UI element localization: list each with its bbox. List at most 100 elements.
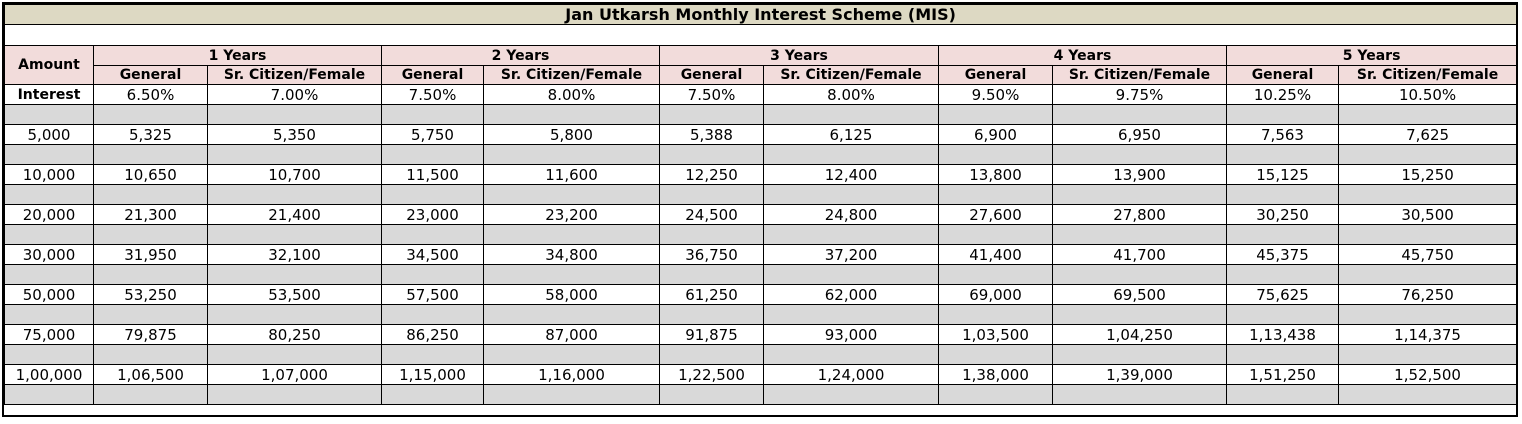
spacer-cell <box>763 224 939 245</box>
year-header: 5 Years <box>1225 45 1518 66</box>
category-header-row: General Sr. Citizen/Female General Sr. Citi… <box>5 65 1518 85</box>
maturity-value-cell: 10,650 <box>93 164 208 185</box>
maturity-value-cell: 6,950 <box>1052 124 1227 145</box>
maturity-value-cell: 45,750 <box>1337 244 1518 265</box>
spacer-cell <box>938 184 1053 205</box>
spacer-cell <box>4 384 94 405</box>
maturity-value-cell: 27,800 <box>1052 204 1227 225</box>
spacer-cell <box>938 224 1053 245</box>
spacer-cell <box>381 384 484 405</box>
maturity-value-cell: 15,250 <box>1337 164 1518 185</box>
spacer-row <box>4 384 1518 405</box>
spacer-cell <box>659 144 764 165</box>
maturity-value-cell: 75,625 <box>1226 284 1339 305</box>
senior-header: Sr. Citizen/Female <box>763 65 939 85</box>
maturity-value-cell: 41,700 <box>1052 244 1227 265</box>
spacer-cell <box>763 264 939 285</box>
maturity-value-cell: 24,800 <box>763 204 939 225</box>
interest-rate-cell: 10.25% <box>1226 84 1339 105</box>
maturity-value-cell: 10,700 <box>207 164 382 185</box>
interest-rate-cell: 6.50% <box>93 84 208 105</box>
interest-rate-cell: 7.50% <box>381 84 484 105</box>
spacer-cell <box>1337 304 1518 325</box>
spacer-cell <box>1052 304 1227 325</box>
year-header: 4 Years <box>938 45 1227 66</box>
senior-header: Sr. Citizen/Female <box>1337 65 1518 85</box>
maturity-value-cell: 1,22,500 <box>659 364 764 385</box>
spacer-cell <box>483 264 660 285</box>
maturity-value-cell: 1,39,000 <box>1052 364 1227 385</box>
spacer-cell <box>763 104 939 125</box>
spacer-cell <box>659 384 764 405</box>
spacer-cell <box>763 304 939 325</box>
amount-cell: 30,000 <box>4 244 94 265</box>
senior-header: Sr. Citizen/Female <box>483 65 660 85</box>
mis-table-frame: Jan Utkarsh Monthly Interest Scheme (MIS… <box>2 2 1518 417</box>
spacer-row <box>4 184 1518 205</box>
spacer-row <box>4 264 1518 285</box>
maturity-value-cell: 1,15,000 <box>381 364 484 385</box>
maturity-value-cell: 23,200 <box>483 204 660 225</box>
spacer-cell <box>4 184 94 205</box>
maturity-value-cell: 57,500 <box>381 284 484 305</box>
spacer-cell <box>207 304 382 325</box>
interest-rate-cell: 9.75% <box>1052 84 1227 105</box>
maturity-value-cell: 62,000 <box>763 284 939 305</box>
year-header: 2 Years <box>381 45 660 66</box>
maturity-value-cell: 69,000 <box>938 284 1053 305</box>
spacer-cell <box>659 344 764 365</box>
spacer-cell <box>938 344 1053 365</box>
spacer-cell <box>381 144 484 165</box>
spacer-row <box>4 144 1518 165</box>
spacer-cell <box>483 384 660 405</box>
maturity-value-cell: 80,250 <box>207 324 382 345</box>
maturity-value-cell: 1,13,438 <box>1226 324 1339 345</box>
maturity-value-cell: 1,03,500 <box>938 324 1053 345</box>
spacer-cell <box>1337 144 1518 165</box>
year-header: 3 Years <box>659 45 939 66</box>
maturity-value-cell: 53,250 <box>93 284 208 305</box>
spacer-cell <box>483 304 660 325</box>
maturity-value-cell: 5,750 <box>381 124 484 145</box>
spacer-cell <box>1052 184 1227 205</box>
spacer-cell <box>1052 144 1227 165</box>
table-row: 75,000 79,875 80,250 86,250 87,000 91,875 93,0… <box>4 324 1518 345</box>
amount-cell: 50,000 <box>4 284 94 305</box>
spacer-cell <box>381 184 484 205</box>
interest-rate-cell: 10.50% <box>1337 84 1518 105</box>
maturity-value-cell: 5,325 <box>93 124 208 145</box>
interest-rate-cell: 8.00% <box>763 84 939 105</box>
spacer-cell <box>381 344 484 365</box>
spacer-cell <box>1226 184 1339 205</box>
spacer-cell <box>4 104 94 125</box>
spacer-cell <box>1052 264 1227 285</box>
spacer-cell <box>1052 344 1227 365</box>
spacer-cell <box>1052 104 1227 125</box>
maturity-value-cell: 12,250 <box>659 164 764 185</box>
maturity-value-cell: 61,250 <box>659 284 764 305</box>
spacer-cell <box>4 264 94 285</box>
maturity-value-cell: 11,600 <box>483 164 660 185</box>
title-row: Jan Utkarsh Monthly Interest Scheme (MIS… <box>3 4 1518 25</box>
maturity-value-cell: 6,900 <box>938 124 1053 145</box>
maturity-value-cell: 34,500 <box>381 244 484 265</box>
spacer-cell <box>207 384 382 405</box>
maturity-value-cell: 5,388 <box>659 124 764 145</box>
spacer-cell <box>659 264 764 285</box>
spacer-cell <box>659 304 764 325</box>
spacer-cell <box>381 224 484 245</box>
maturity-value-cell: 7,563 <box>1226 124 1339 145</box>
spacer-cell <box>93 344 208 365</box>
spacer-cell <box>381 264 484 285</box>
spacer-cell <box>4 304 94 325</box>
spacer-cell <box>93 384 208 405</box>
spacer-cell <box>483 104 660 125</box>
spacer-cell <box>207 184 382 205</box>
table-row: 1,00,000 1,06,500 1,07,000 1,15,000 1,16,000… <box>4 364 1518 385</box>
spacer-cell <box>93 264 208 285</box>
table-row: 50,000 53,250 53,500 57,500 58,000 61,250 62,0… <box>4 284 1518 305</box>
general-header: General <box>381 65 484 85</box>
spacer-cell <box>938 384 1053 405</box>
maturity-value-cell: 1,06,500 <box>93 364 208 385</box>
maturity-value-cell: 1,16,000 <box>483 364 660 385</box>
